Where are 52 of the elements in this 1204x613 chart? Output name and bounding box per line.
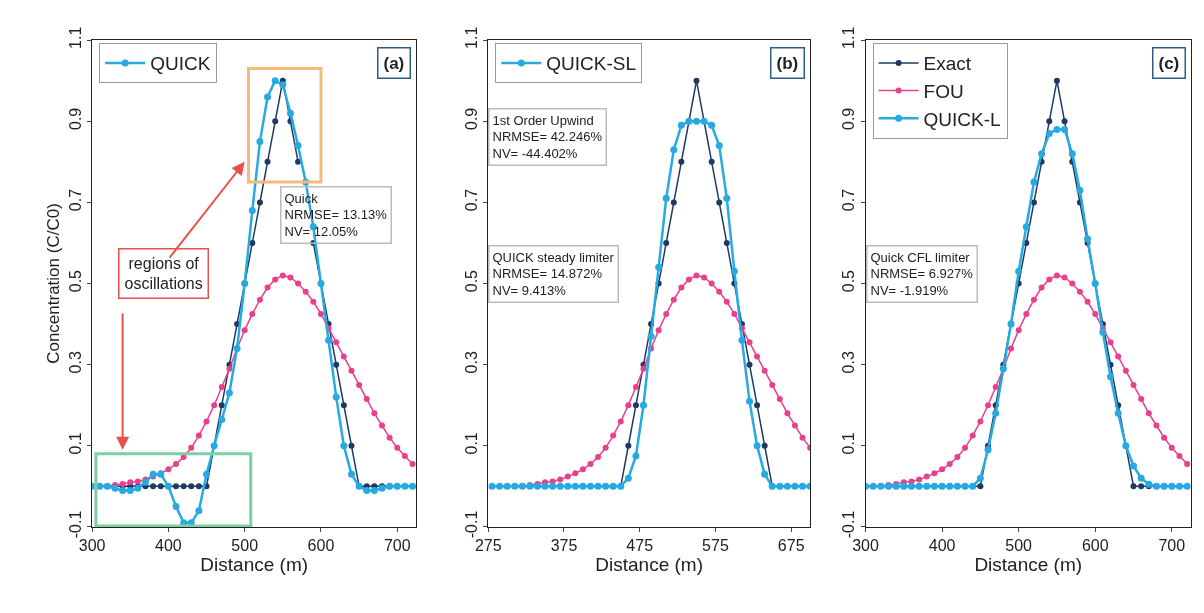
- y-tick-label: 0.3: [840, 351, 858, 374]
- x-tick-label: 400: [155, 537, 182, 555]
- y-tick-label: 0.1: [66, 432, 84, 455]
- y-tick-label: 0.7: [66, 188, 84, 212]
- y-tick-label: 0.9: [840, 107, 858, 131]
- y-tick-label: 0.3: [462, 351, 480, 374]
- legend-label: QUICK: [150, 53, 211, 75]
- y-tick-label: -0.1: [840, 510, 858, 539]
- y-tick-label: 1.1: [66, 26, 84, 49]
- legend-label: FOU: [923, 81, 964, 102]
- annotation: (b): [776, 53, 799, 73]
- annotation: (a): [383, 53, 405, 73]
- y-tick-label: 0.5: [840, 269, 858, 293]
- x-tick-label: 400: [928, 537, 956, 555]
- x-tick-label: 700: [383, 537, 411, 555]
- y-tick-label: 0.5: [66, 269, 84, 293]
- y-tick-label: 0.9: [462, 107, 480, 131]
- x-tick-label: 300: [852, 537, 879, 555]
- y-tick-label: 0.1: [840, 432, 858, 455]
- x-tick-label: 500: [1005, 537, 1033, 555]
- x-tick-label: 675: [777, 537, 805, 555]
- annotation: regions of oscillations: [124, 254, 203, 293]
- x-tick-label: 275: [474, 537, 502, 555]
- y-tick-label: 0.7: [462, 188, 480, 212]
- y-tick-label: 0.7: [840, 188, 858, 212]
- x-tick-label: 600: [1081, 537, 1109, 555]
- x-tick-label: 300: [78, 537, 106, 555]
- x-axis-title: Distance (m): [595, 554, 704, 576]
- x-tick-label: 475: [626, 537, 654, 555]
- y-axis-title: Concentration (C/C0): [44, 203, 64, 364]
- x-tick-label: 500: [231, 537, 259, 555]
- x-axis-title: Distance (m): [200, 554, 309, 576]
- x-axis-title: Distance (m): [974, 554, 1083, 576]
- y-tick-label: 0.1: [462, 432, 480, 455]
- annotation: Quick CFL limiter NRMSE= 6.927% NV= -1.919%: [870, 249, 974, 299]
- legend-label: QUICK-SL: [546, 53, 637, 75]
- y-tick-label: 0.9: [66, 107, 84, 131]
- y-tick-label: 1.1: [462, 26, 480, 49]
- y-tick-label: -0.1: [462, 510, 480, 539]
- legend-label: QUICK-L: [923, 108, 1001, 130]
- x-tick-label: 700: [1158, 537, 1186, 555]
- legend-label: Exact: [923, 53, 972, 75]
- annotation: QUICK steady limiter NRMSE= 14.872% NV= 9.413%: [492, 249, 615, 299]
- x-tick-label: 600: [307, 537, 335, 555]
- x-tick-label: 575: [702, 537, 729, 555]
- annotation: 1st Order Upwind NRMSE= 42.246% NV= -44.402%: [492, 112, 603, 162]
- y-tick-label: 0.3: [66, 351, 84, 374]
- y-tick-label: -0.1: [66, 510, 84, 539]
- y-tick-label: 0.5: [462, 269, 480, 293]
- x-tick-label: 375: [550, 537, 578, 555]
- y-tick-label: 1.1: [840, 26, 858, 49]
- annotation: (c): [1158, 53, 1180, 73]
